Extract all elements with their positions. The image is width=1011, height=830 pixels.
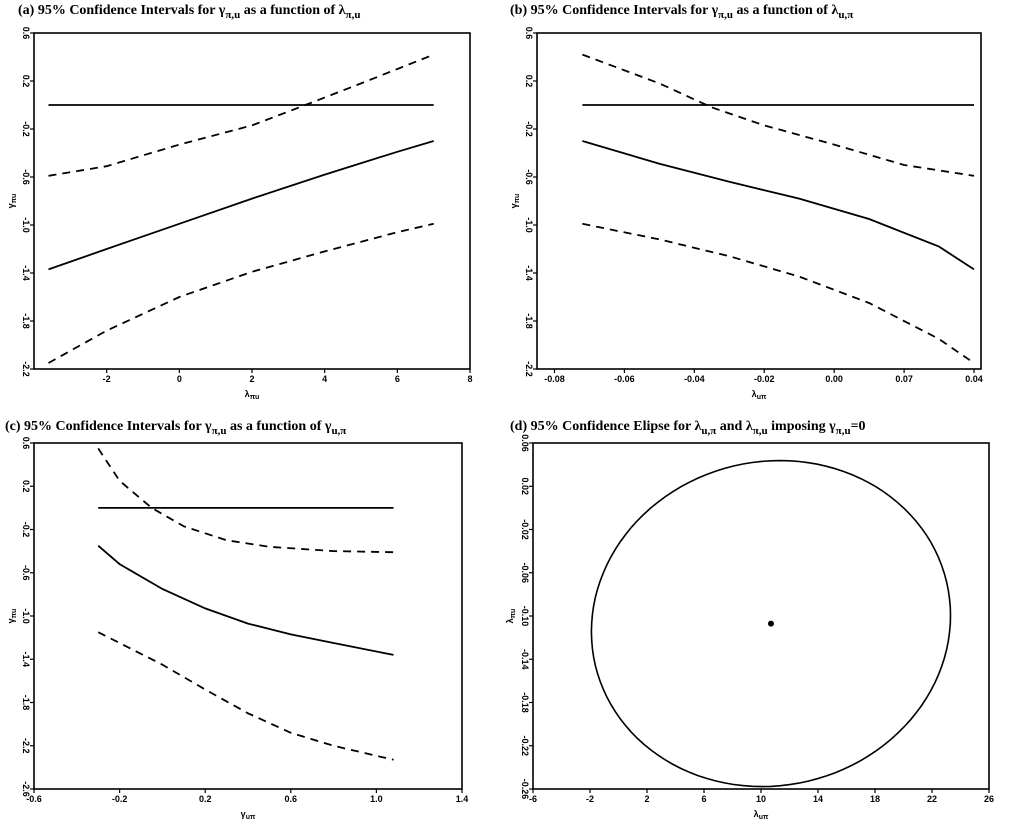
- x-tick-label: 1.0: [370, 794, 383, 804]
- x-tick-label: 2: [249, 374, 254, 384]
- confidence-bound-line: [97, 447, 394, 554]
- x-axis-label: γuπ: [241, 809, 256, 821]
- panel-d-plot: -6 -2 2 6 10 14 18 22 26-0.26-0.22-0.18-0.14-0.1…: [505, 434, 994, 821]
- series-line: [48, 140, 434, 271]
- x-tick-label: 0.00: [825, 374, 843, 384]
- y-tick-label: -2.2: [21, 361, 31, 377]
- series-line: [97, 545, 394, 656]
- y-tick-label: -1.0: [524, 217, 534, 233]
- x-tick-label: 0.6: [285, 794, 298, 804]
- y-tick-label: -0.10: [520, 606, 530, 627]
- y-axis-label: γπu: [509, 194, 521, 209]
- y-tick-label: 0.2: [21, 75, 31, 88]
- y-tick-label: 0.02: [520, 477, 530, 495]
- panel-c-title: (c) 95% Confidence Intervals for γπ,u as…: [5, 419, 347, 437]
- x-axis-label: λuπ: [752, 389, 767, 401]
- x-tick-label: -0.2: [112, 794, 128, 804]
- x-axis-label: λuπ: [754, 809, 769, 821]
- panel-b-plot: -0.08 -0.06 -0.04 -0.02 0.00 0.07 0.04 -2.2 -1.8…: [509, 27, 983, 401]
- x-tick-label: 6: [701, 794, 706, 804]
- confidence-ellipse: [590, 459, 952, 788]
- confidence-bound-line: [48, 53, 435, 177]
- x-tick-label: 4: [322, 374, 327, 384]
- confidence-bound-line: [582, 222, 975, 364]
- panel-d-title: (d) 95% Confidence Elipse for λu,π and λ…: [510, 419, 866, 437]
- y-tick-label: -0.02: [520, 519, 530, 540]
- panel-b: (b) 95% Confidence Intervals for γπ,u as…: [505, 0, 1011, 415]
- panel-a-plot: -2 0 2 4 6 8 -2.2 -1.8 -1.4 -1.0 -0.6 -0.2 0.2 0.6 λπu…: [6, 27, 473, 401]
- y-axis-label: γπu: [6, 194, 18, 209]
- y-tick-label: 0.06: [520, 434, 530, 452]
- x-axis-label: λπu: [245, 389, 260, 401]
- x-tick-label: 1.4: [456, 794, 469, 804]
- y-tick-label: -0.6: [21, 169, 31, 185]
- y-tick-label: -0.06: [520, 562, 530, 583]
- y-tick-label: -1.8: [524, 313, 534, 329]
- y-tick-label: -1.4: [21, 651, 31, 667]
- panel-b-title: (b) 95% Confidence Intervals for γπ,u as…: [510, 3, 854, 21]
- x-tick-label: 22: [927, 794, 937, 804]
- x-tick-label: -0.04: [684, 374, 705, 384]
- x-tick-label: 0.2: [199, 794, 212, 804]
- y-tick-label: -0.18: [520, 692, 530, 713]
- x-tick-label: 8: [467, 374, 472, 384]
- y-tick-label: -0.2: [21, 121, 31, 137]
- y-tick-label: -0.6: [524, 169, 534, 185]
- y-tick-label: 0.6: [21, 437, 31, 450]
- y-tick-label: -0.6: [21, 565, 31, 581]
- x-tick-label: -2: [586, 794, 594, 804]
- y-tick-label: -1.8: [21, 313, 31, 329]
- panel-d: (d) 95% Confidence Elipse for λu,π and λ…: [505, 415, 1011, 830]
- y-tick-label: 0.6: [524, 27, 534, 40]
- y-axis-label: λπu: [505, 609, 517, 624]
- y-tick-label: -0.2: [21, 522, 31, 538]
- y-tick-label: -2.2: [21, 738, 31, 754]
- x-tick-label: 14: [813, 794, 823, 804]
- x-tick-label: 6: [395, 374, 400, 384]
- x-tick-label: -0.08: [544, 374, 565, 384]
- y-tick-label: -1.4: [524, 265, 534, 281]
- confidence-bound-line: [97, 631, 394, 761]
- plot-frame: [33, 32, 471, 370]
- x-tick-label: 0.04: [965, 374, 983, 384]
- panel-a-title: (a) 95% Confidence Intervals for γπ,u as…: [18, 3, 361, 21]
- x-tick-label: 10: [756, 794, 766, 804]
- plot-frame: [532, 442, 990, 790]
- x-tick-label: 26: [984, 794, 994, 804]
- panel-c: (c) 95% Confidence Intervals for γπ,u as…: [0, 415, 505, 830]
- y-tick-label: -0.14: [520, 649, 530, 670]
- x-tick-label: 0: [177, 374, 182, 384]
- y-axis-label: γπu: [6, 609, 18, 624]
- x-tick-label: 2: [644, 794, 649, 804]
- plot-frame: [536, 32, 982, 370]
- y-tick-label: -1.0: [21, 608, 31, 624]
- y-tick-label: -0.22: [520, 735, 530, 756]
- x-tick-label: -0.6: [26, 794, 42, 804]
- y-tick-label: -1.8: [21, 695, 31, 711]
- confidence-bound-line: [582, 53, 975, 177]
- y-tick-label: -0.2: [524, 121, 534, 137]
- panel-a: (a) 95% Confidence Intervals for γπ,u as…: [0, 0, 505, 415]
- y-tick-label: -1.4: [21, 265, 31, 281]
- x-tick-label: -0.06: [614, 374, 635, 384]
- x-tick-label: 0.07: [895, 374, 913, 384]
- y-tick-label: -1.0: [21, 217, 31, 233]
- x-tick-label: 18: [870, 794, 880, 804]
- panel-c-plot: -0.6 -0.2 0.2 0.6 1.0 1.4 -2.6 -2.2 -1.8 -1.4 -1.0…: [6, 437, 469, 821]
- series-line: [582, 140, 975, 271]
- y-tick-label: 0.6: [21, 27, 31, 40]
- y-tick-label: -2.2: [524, 361, 534, 377]
- plot-frame: [33, 442, 463, 790]
- x-tick-label: -6: [529, 794, 537, 804]
- x-tick-label: -0.02: [754, 374, 775, 384]
- confidence-bound-line: [48, 222, 434, 364]
- y-tick-label: 0.2: [524, 75, 534, 88]
- y-tick-label: -0.26: [520, 779, 530, 800]
- point-estimate-marker: [767, 620, 774, 627]
- y-tick-label: -2.6: [21, 781, 31, 797]
- x-tick-label: -2: [103, 374, 111, 384]
- y-tick-label: 0.2: [21, 480, 31, 493]
